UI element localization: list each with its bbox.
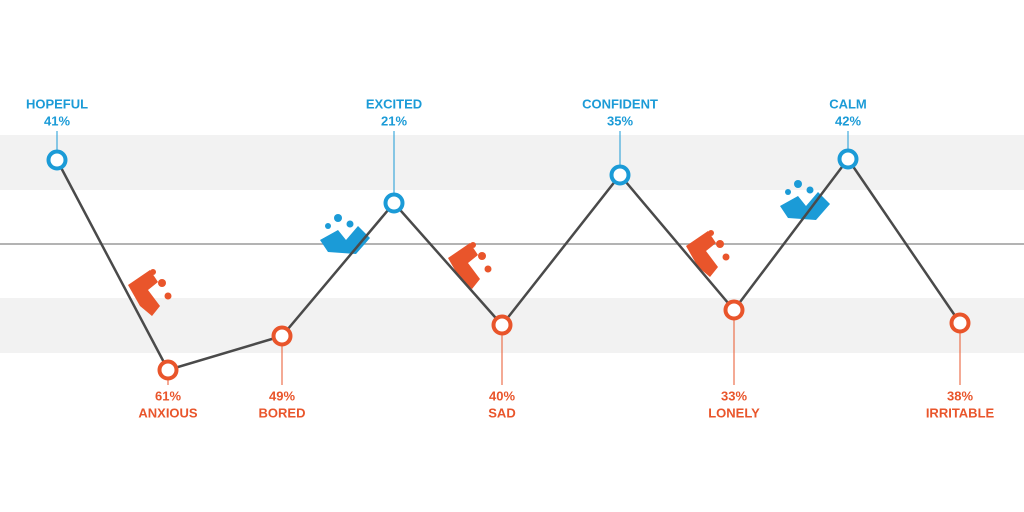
node-value: 49%	[269, 388, 295, 403]
node-label: HOPEFUL	[26, 96, 88, 111]
node-label: ANXIOUS	[138, 405, 198, 420]
node-value: 38%	[947, 388, 973, 403]
node-label: EXCITED	[366, 96, 422, 111]
node	[491, 314, 513, 336]
node-value: 35%	[607, 113, 633, 128]
node	[383, 192, 405, 214]
icons	[128, 180, 830, 316]
node	[609, 164, 631, 186]
node	[46, 149, 68, 171]
node-label: CONFIDENT	[582, 96, 658, 111]
nodes: HOPEFUL 41% 61% ANXIOUS 49% BORED EXCITED 21% 40…	[26, 96, 995, 420]
negative-icon	[128, 230, 730, 316]
node-label: SAD	[488, 405, 515, 420]
node	[723, 299, 745, 321]
node-label: IRRITABLE	[926, 405, 995, 420]
node-value: 21%	[381, 113, 407, 128]
positive-icon	[320, 180, 830, 254]
node-value: 42%	[835, 113, 861, 128]
node-label: LONELY	[708, 405, 760, 420]
node-label: CALM	[829, 96, 867, 111]
node-value: 33%	[721, 388, 747, 403]
node	[157, 359, 179, 381]
node	[837, 148, 859, 170]
node	[949, 312, 971, 334]
node-value: 61%	[155, 388, 181, 403]
node-value: 41%	[44, 113, 70, 128]
band	[0, 135, 1024, 190]
node	[271, 325, 293, 347]
node-value: 40%	[489, 388, 515, 403]
node-label: BORED	[259, 405, 306, 420]
